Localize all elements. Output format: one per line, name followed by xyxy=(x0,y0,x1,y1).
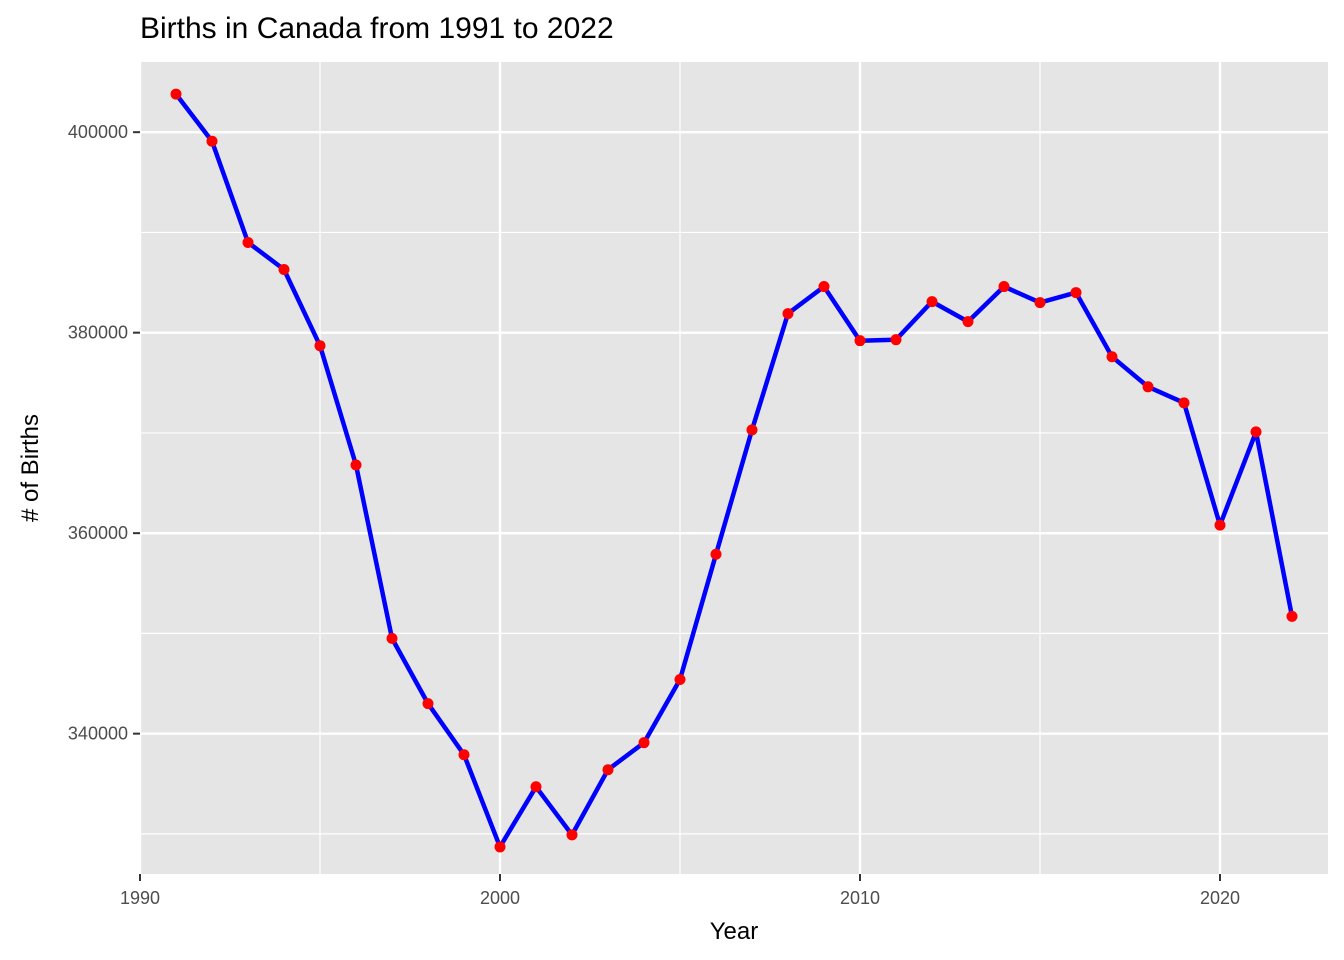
y-axis-title: # of Births xyxy=(17,414,44,522)
y-tick-label: 380000 xyxy=(68,323,128,343)
data-point xyxy=(386,632,398,644)
grid-major xyxy=(138,62,1328,874)
data-point xyxy=(890,334,902,346)
data-point xyxy=(962,316,974,328)
data-point xyxy=(638,737,650,749)
data-point xyxy=(818,281,830,293)
data-point xyxy=(782,308,794,320)
data-point xyxy=(206,135,218,147)
x-tick-label: 2010 xyxy=(840,888,880,908)
data-point xyxy=(710,548,722,560)
x-axis-title: Year xyxy=(710,918,759,945)
data-point xyxy=(242,236,254,248)
x-tick-label: 2000 xyxy=(480,888,520,908)
data-point xyxy=(350,459,362,471)
x-tick-label: 2020 xyxy=(1200,888,1240,908)
data-point xyxy=(1178,397,1190,409)
data-point xyxy=(494,841,506,853)
data-point xyxy=(422,698,434,710)
data-point xyxy=(1250,426,1262,438)
grid-minor xyxy=(140,62,1328,874)
data-point xyxy=(1034,297,1046,309)
data-point xyxy=(314,340,326,352)
y-tick-label: 340000 xyxy=(68,724,128,744)
data-point xyxy=(566,829,578,841)
series-line xyxy=(174,92,1295,850)
data-point xyxy=(926,296,938,308)
data-point xyxy=(278,264,290,276)
data-point xyxy=(1286,610,1298,622)
data-point xyxy=(674,674,686,686)
plot-panel xyxy=(140,62,1328,874)
data-point xyxy=(998,281,1010,293)
data-point xyxy=(854,335,866,347)
data-point xyxy=(602,764,614,776)
data-point xyxy=(1142,381,1154,393)
y-tick-label: 360000 xyxy=(68,523,128,543)
x-tick-label: 1990 xyxy=(120,888,160,908)
data-point xyxy=(1070,287,1082,299)
data-point xyxy=(458,749,470,761)
data-point xyxy=(530,781,542,793)
data-point xyxy=(1106,351,1118,363)
x-axis-ticks: 1990 2000 2010 2020 xyxy=(120,874,1240,908)
data-point xyxy=(1214,519,1226,531)
data-point xyxy=(746,424,758,436)
chart-title: Births in Canada from 1991 to 2022 xyxy=(140,12,614,45)
y-axis-ticks: 340000 360000 380000 400000 xyxy=(68,122,140,744)
y-tick-label: 400000 xyxy=(68,122,128,142)
data-point xyxy=(170,88,182,100)
data-points xyxy=(170,88,1298,853)
